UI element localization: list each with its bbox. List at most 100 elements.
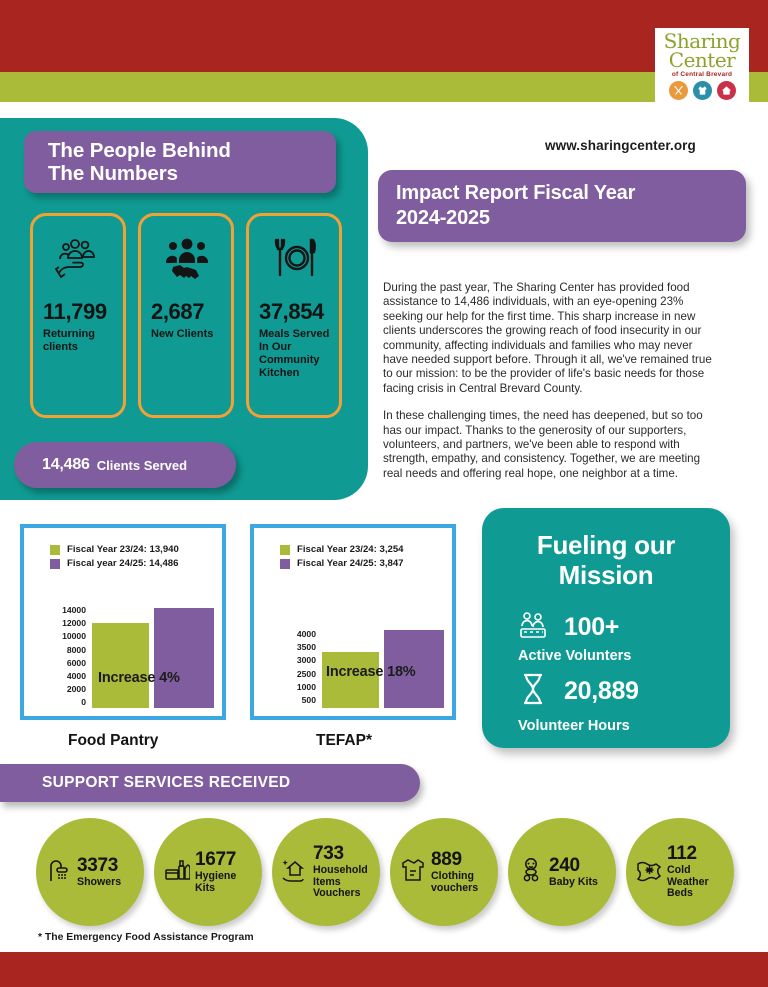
fueling-title: Fueling our Mission: [482, 530, 730, 590]
legend-label: Fiscal Year 24/25: 3,847: [297, 558, 404, 569]
volunteer-hours-value: 20,889: [564, 677, 639, 705]
support-value: 112: [667, 843, 697, 865]
impact-paragraph-1: During the past year, The Sharing Center…: [383, 281, 712, 395]
y-tick: 4000: [66, 671, 86, 682]
y-tick: 1000: [296, 681, 316, 692]
volunteer-hours-row: 20,889: [516, 672, 639, 711]
active-volunteers-label: Active Volunters: [518, 648, 632, 664]
stat-card-new-clients: 2,687 New Clients: [138, 213, 234, 418]
plot-area: [322, 618, 446, 708]
support-label: Showers: [77, 875, 122, 888]
baby-icon: [518, 857, 544, 888]
y-tick: 500: [301, 695, 316, 706]
heading-line-2: The Numbers: [48, 162, 178, 185]
support-value: 1677: [195, 848, 237, 870]
stat-card-returning-clients: 11,799 Returning clients: [30, 213, 126, 418]
legend-swatch-green: [50, 544, 60, 555]
top-olive-band: [0, 72, 768, 102]
shower-icon: [46, 857, 72, 888]
support-circle-hygiene-kits: 1677 Hygiene Kits: [154, 818, 262, 926]
bar-fy2425: [384, 630, 444, 708]
support-label: Clothing vouchers: [431, 869, 479, 894]
increase-annotation: Increase 4%: [98, 670, 180, 686]
bar-fy2324: [92, 623, 149, 708]
legend-item: Fiscal Year 23/24: 13,940: [50, 544, 179, 555]
impact-body-copy: During the past year, The Sharing Center…: [383, 281, 715, 494]
legend-swatch-purple: [280, 558, 290, 569]
logo-tagline: of Central Brevard: [671, 71, 733, 78]
organization-logo: Sharing Center of Central Brevard: [655, 28, 749, 112]
y-tick: 8000: [66, 644, 86, 655]
support-circle-showers: 3373 Showers: [36, 818, 144, 926]
support-label: Baby Kits: [549, 875, 598, 888]
footnote-tefap: * The Emergency Food Assistance Program: [38, 932, 254, 943]
legend-item: Fiscal year 24/25: 14,486: [50, 558, 179, 569]
logo-word-sharing: Sharing: [663, 29, 741, 53]
legend-item: Fiscal Year 23/24: 3,254: [280, 544, 404, 555]
logo-icon-group: [668, 81, 736, 100]
y-axis-ticks: 4000 3500 3000 2500 1000 500: [272, 628, 316, 707]
volunteer-hours-label: Volunteer Hours: [518, 718, 630, 734]
stat-card-meals-served: 37,854 Meals Served In Our Community Kitche…: [246, 213, 342, 418]
chart-legend: Fiscal Year 23/24: 13,940 Fiscal year 24…: [50, 544, 179, 572]
chart-tefap: Fiscal Year 23/24: 3,254 Fiscal Year 24/…: [250, 524, 456, 720]
support-value: 240: [549, 854, 580, 876]
clients-served-value: 14,486: [42, 456, 90, 473]
stat-card-row: 11,799 Returning clients 2,687 New Client…: [30, 213, 342, 418]
bar-fy2324: [322, 652, 379, 708]
support-circle-cold-weather-beds: 112 Cold Weather Beds: [626, 818, 734, 926]
clothing-icon: [400, 857, 426, 888]
chart-caption-food-pantry: Food Pantry: [68, 732, 159, 749]
legend-item: Fiscal Year 24/25: 3,847: [280, 558, 404, 569]
active-volunteers-row: 100+: [516, 608, 619, 647]
stat-label: New Clients: [151, 328, 214, 340]
chart-caption-tefap: TEFAP*: [316, 732, 372, 749]
support-services-banner: SUPPORT SERVICES RECEIVED: [0, 764, 420, 802]
logo-word-center: Center: [668, 48, 736, 72]
hourglass-icon: [516, 672, 550, 711]
y-tick: 2000: [66, 684, 86, 695]
bar-fy2425: [154, 608, 214, 708]
support-value: 3373: [77, 854, 119, 876]
people-behind-numbers-heading: The People Behind The Numbers: [24, 131, 336, 193]
bottom-red-band: [0, 952, 768, 987]
shirt-icon: [692, 81, 712, 100]
impact-title-line-2: 2024-2025: [396, 207, 490, 229]
y-tick: 0: [81, 697, 86, 708]
active-volunteers-value: 100+: [564, 613, 620, 641]
legend-swatch-purple: [50, 558, 60, 569]
increase-annotation: Increase 18%: [326, 664, 416, 680]
y-axis-ticks: 14000 12000 10000 8000 6000 4000 2000 0: [42, 604, 86, 710]
chart-food-pantry: Fiscal Year 23/24: 13,940 Fiscal year 24…: [20, 524, 226, 720]
y-tick: 3500: [296, 642, 316, 653]
support-circle-baby-kits: 240 Baby Kits: [508, 818, 616, 926]
impact-report-title: Impact Report Fiscal Year 2024-2025: [378, 170, 746, 242]
fueling-title-line-2: Mission: [558, 560, 654, 590]
household-items-icon: [282, 857, 308, 888]
impact-title-line-1: Impact Report Fiscal Year: [396, 182, 636, 204]
stat-value: 37,854: [259, 299, 324, 324]
legend-swatch-green: [280, 544, 290, 555]
clients-served-badge: 14,486 Clients Served: [14, 442, 236, 488]
fueling-our-mission-panel: Fueling our Mission 100+ Active Volunter…: [482, 508, 730, 748]
plate-fork-knife-icon: [259, 230, 331, 286]
stat-value: 2,687: [151, 299, 205, 324]
legend-label: Fiscal year 24/25: 14,486: [67, 558, 179, 569]
y-tick: 2500: [296, 668, 316, 679]
y-tick: 10000: [62, 631, 86, 642]
y-tick: 4000: [296, 629, 316, 639]
support-label: Hygiene Kits: [195, 869, 237, 894]
support-value: 889: [431, 848, 462, 870]
y-tick: 14000: [62, 605, 86, 615]
legend-label: Fiscal Year 23/24: 13,940: [67, 544, 179, 555]
stat-label: Returning clients: [43, 328, 95, 353]
heading-line-1: The People Behind: [48, 139, 231, 162]
utensils-icon: [668, 81, 688, 100]
stat-label: Meals Served In Our Community Kitchen: [259, 328, 330, 379]
house-icon: [716, 81, 736, 100]
website-url[interactable]: www.sharingcenter.org: [545, 138, 696, 153]
support-value: 733: [313, 843, 344, 865]
hand-holding-people-icon: [43, 230, 115, 286]
stat-value: 11,799: [43, 299, 107, 324]
legend-label: Fiscal Year 23/24: 3,254: [297, 544, 404, 555]
